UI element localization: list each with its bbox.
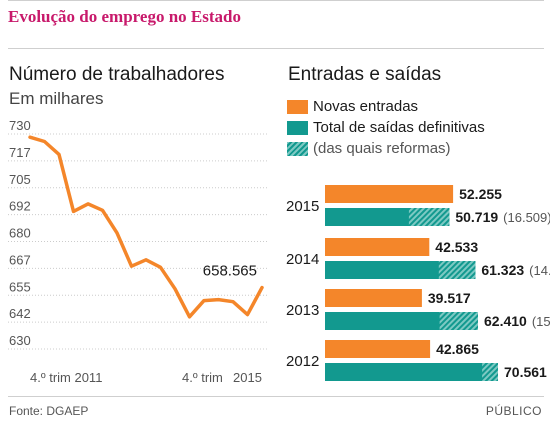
value-label-entradas: 42.533 — [435, 239, 478, 255]
y-tick-label: 642 — [9, 306, 31, 321]
value-label-entradas: 39.517 — [428, 290, 471, 306]
bar-novas-entradas — [325, 185, 454, 203]
bar-novas-entradas — [325, 289, 422, 307]
bar-legend: Novas entradas Total de saídas definitiv… — [287, 96, 485, 159]
y-tick-label: 730 — [9, 118, 31, 133]
x-tick-label: 4.º trim 2011 — [30, 370, 102, 385]
line-chart-title: Número de trabalhadores — [9, 64, 225, 85]
value-label-saidas: 62.410 — [484, 313, 527, 329]
value-label-reformas: (15.678) — [532, 314, 550, 329]
legend-label: Total de saídas definitivas — [313, 119, 485, 136]
x-tick-label: 2015 — [233, 370, 262, 385]
x-tick-label: 4.º trim — [182, 370, 223, 385]
year-label: 2013 — [286, 302, 319, 319]
bar-saidas — [325, 363, 498, 381]
bar-reformas — [408, 208, 450, 226]
legend-label: (das quais reformas) — [313, 140, 451, 157]
page-title: Evolução do emprego no Estado — [8, 7, 241, 26]
year-label: 2014 — [286, 251, 319, 268]
employment-line — [28, 135, 264, 319]
y-tick-label: 680 — [9, 226, 31, 241]
bar-novas-entradas — [325, 340, 431, 358]
y-tick-label: 655 — [9, 279, 31, 294]
bar-saidas — [325, 261, 476, 279]
bar-reformas — [482, 363, 498, 381]
y-tick-label: 630 — [9, 333, 31, 348]
top-rule — [8, 0, 544, 1]
bar-reformas — [438, 261, 476, 279]
value-label-saidas: 70.561 — [504, 364, 547, 380]
y-tick-label: 705 — [9, 172, 31, 187]
bar-reformas — [439, 312, 478, 330]
title-divider — [8, 48, 544, 49]
value-label-entradas: 42.865 — [436, 341, 479, 357]
value-label-entradas: 52.255 — [459, 186, 502, 202]
value-label-reformas: (14.924) — [529, 263, 550, 278]
footer-brand: PÚBLICO — [485, 404, 542, 418]
legend-label: Novas entradas — [313, 98, 419, 115]
value-label-saidas: 50.719 — [455, 209, 498, 225]
year-label: 2015 — [286, 198, 319, 215]
bar-novas-entradas — [325, 238, 430, 256]
footer-source: Fonte: DGAEP — [9, 404, 89, 418]
value-label-saidas: 61.323 — [481, 262, 524, 278]
y-tick-label: 667 — [9, 252, 31, 267]
legend-swatch-orange — [287, 99, 308, 114]
legend-item-reformas: (das quais reformas) — [287, 138, 485, 159]
bar-chart-title: Entradas e saídas — [288, 64, 442, 85]
y-tick-label: 692 — [9, 199, 31, 214]
year-label: 2012 — [286, 353, 319, 370]
last-value-annotation: 658.565 — [203, 263, 257, 280]
footer-rule — [8, 396, 544, 397]
y-tick-label: 717 — [9, 145, 31, 160]
legend-swatch-teal — [287, 120, 308, 135]
legend-item-saidas: Total de saídas definitivas — [287, 117, 485, 138]
value-label-reformas: (16.509) — [503, 210, 550, 225]
line-chart-subtitle: Em milhares — [9, 89, 104, 108]
legend-item-novas-entradas: Novas entradas — [287, 96, 485, 117]
legend-swatch-hatched — [287, 141, 308, 156]
